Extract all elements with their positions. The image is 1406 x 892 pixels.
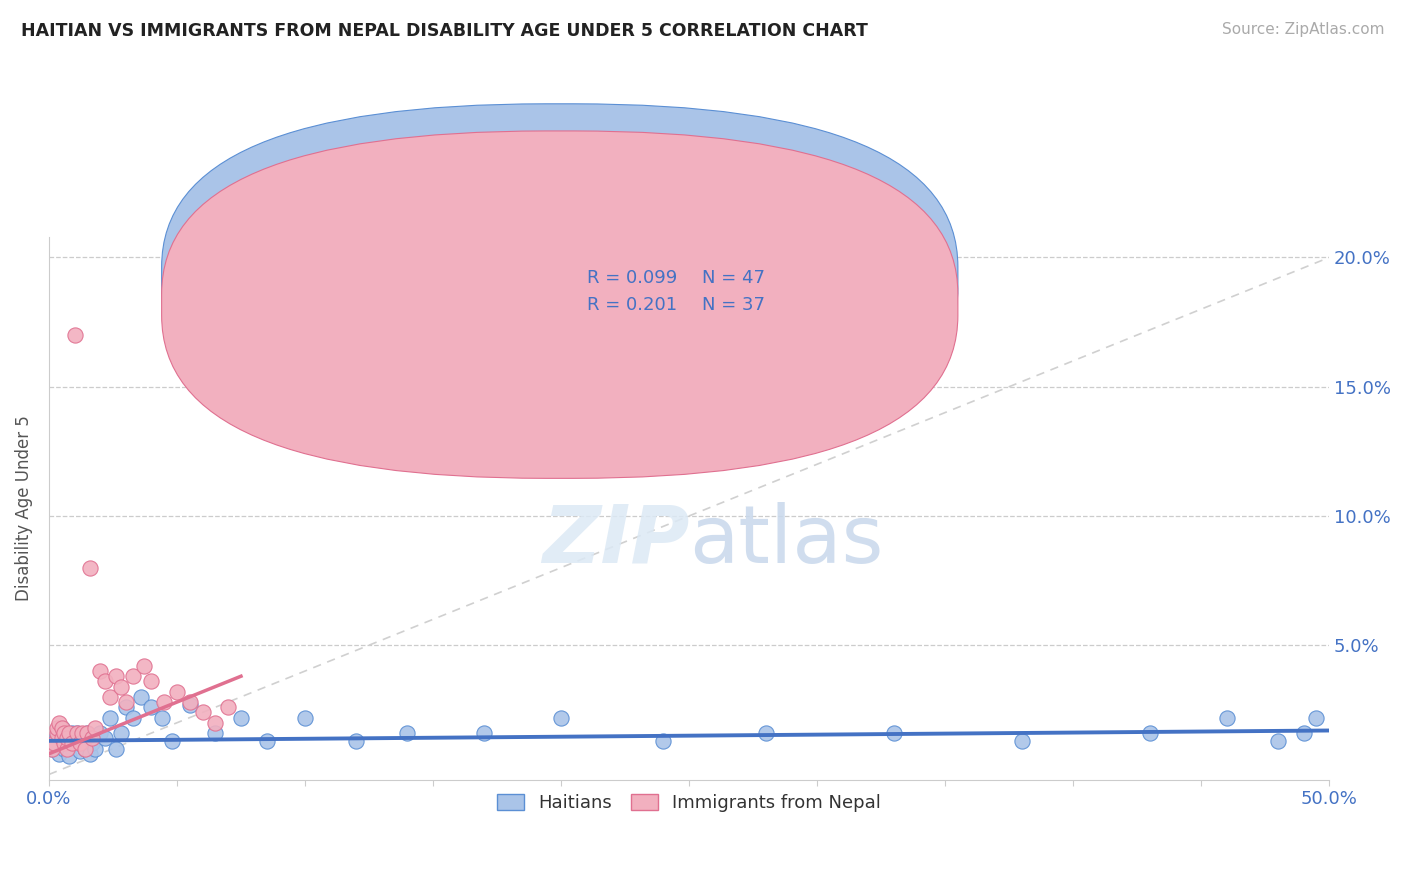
Point xyxy=(79,560,101,574)
Point xyxy=(122,710,145,724)
Point xyxy=(89,664,111,678)
Point xyxy=(73,741,96,756)
Point xyxy=(1011,734,1033,748)
FancyBboxPatch shape xyxy=(162,103,957,451)
Point xyxy=(1215,710,1237,724)
Point xyxy=(755,726,778,740)
Point xyxy=(100,690,122,704)
Point xyxy=(41,741,63,756)
FancyBboxPatch shape xyxy=(162,131,957,478)
Point xyxy=(73,741,96,756)
Point xyxy=(60,736,83,750)
Point xyxy=(69,736,91,750)
Text: N = 47: N = 47 xyxy=(702,268,765,286)
Point xyxy=(104,741,127,756)
Point xyxy=(204,726,226,740)
Text: atlas: atlas xyxy=(689,502,883,580)
Text: Source: ZipAtlas.com: Source: ZipAtlas.com xyxy=(1222,22,1385,37)
Point xyxy=(1305,710,1327,724)
Point xyxy=(129,690,152,704)
Point xyxy=(122,669,145,683)
Point xyxy=(56,731,79,746)
Point xyxy=(53,726,76,740)
Point xyxy=(1139,726,1161,740)
Point xyxy=(69,744,91,758)
Point xyxy=(72,726,94,740)
Point xyxy=(82,731,104,746)
Point xyxy=(141,674,163,689)
Point xyxy=(66,726,89,740)
Point xyxy=(45,721,67,735)
Point xyxy=(76,726,98,740)
Point xyxy=(53,736,76,750)
Point xyxy=(41,741,63,756)
Point xyxy=(132,659,155,673)
Point xyxy=(45,726,67,740)
Point xyxy=(160,734,183,748)
Point xyxy=(72,734,94,748)
Point xyxy=(45,729,67,743)
Point xyxy=(51,721,73,735)
Point xyxy=(56,741,79,756)
Point xyxy=(66,726,89,740)
Point xyxy=(1267,734,1289,748)
Point xyxy=(472,726,495,740)
Text: ZIP: ZIP xyxy=(541,502,689,580)
Point xyxy=(79,747,101,761)
Point xyxy=(652,734,675,748)
Point xyxy=(82,736,104,750)
Point xyxy=(63,736,86,750)
Point xyxy=(42,736,65,750)
Point xyxy=(56,731,79,746)
Text: R = 0.099: R = 0.099 xyxy=(586,268,676,286)
Point xyxy=(60,726,83,740)
Point xyxy=(166,684,188,698)
Point xyxy=(76,726,98,740)
Point xyxy=(51,721,73,735)
Point xyxy=(1292,726,1315,740)
Point xyxy=(229,710,252,724)
Point xyxy=(179,695,201,709)
Point xyxy=(114,695,136,709)
Point xyxy=(141,700,163,714)
Point xyxy=(104,669,127,683)
Point xyxy=(58,749,80,764)
Point xyxy=(150,710,173,724)
Y-axis label: Disability Age Under 5: Disability Age Under 5 xyxy=(15,416,32,601)
Point xyxy=(217,700,239,714)
Point xyxy=(114,700,136,714)
Point xyxy=(396,726,419,740)
Point xyxy=(53,741,76,756)
Point xyxy=(883,726,905,740)
Point xyxy=(204,715,226,730)
Point xyxy=(58,726,80,740)
Point xyxy=(344,734,367,748)
Point xyxy=(179,698,201,712)
Point xyxy=(84,721,107,735)
Point xyxy=(94,674,117,689)
Point xyxy=(48,747,70,761)
FancyBboxPatch shape xyxy=(510,248,842,340)
Point xyxy=(51,731,73,746)
Point xyxy=(94,731,117,746)
Point xyxy=(110,726,132,740)
Point xyxy=(48,715,70,730)
Text: R = 0.201: R = 0.201 xyxy=(586,295,676,314)
Point xyxy=(63,328,86,343)
Point xyxy=(153,695,176,709)
Point xyxy=(84,741,107,756)
Point xyxy=(110,680,132,694)
Text: N = 37: N = 37 xyxy=(702,295,765,314)
Text: HAITIAN VS IMMIGRANTS FROM NEPAL DISABILITY AGE UNDER 5 CORRELATION CHART: HAITIAN VS IMMIGRANTS FROM NEPAL DISABIL… xyxy=(21,22,868,40)
Point xyxy=(42,736,65,750)
Point xyxy=(256,734,278,748)
Point xyxy=(191,706,214,720)
Point xyxy=(550,710,572,724)
Point xyxy=(100,710,122,724)
Point xyxy=(294,710,316,724)
Legend: Haitians, Immigrants from Nepal: Haitians, Immigrants from Nepal xyxy=(489,787,889,820)
Point xyxy=(89,726,111,740)
